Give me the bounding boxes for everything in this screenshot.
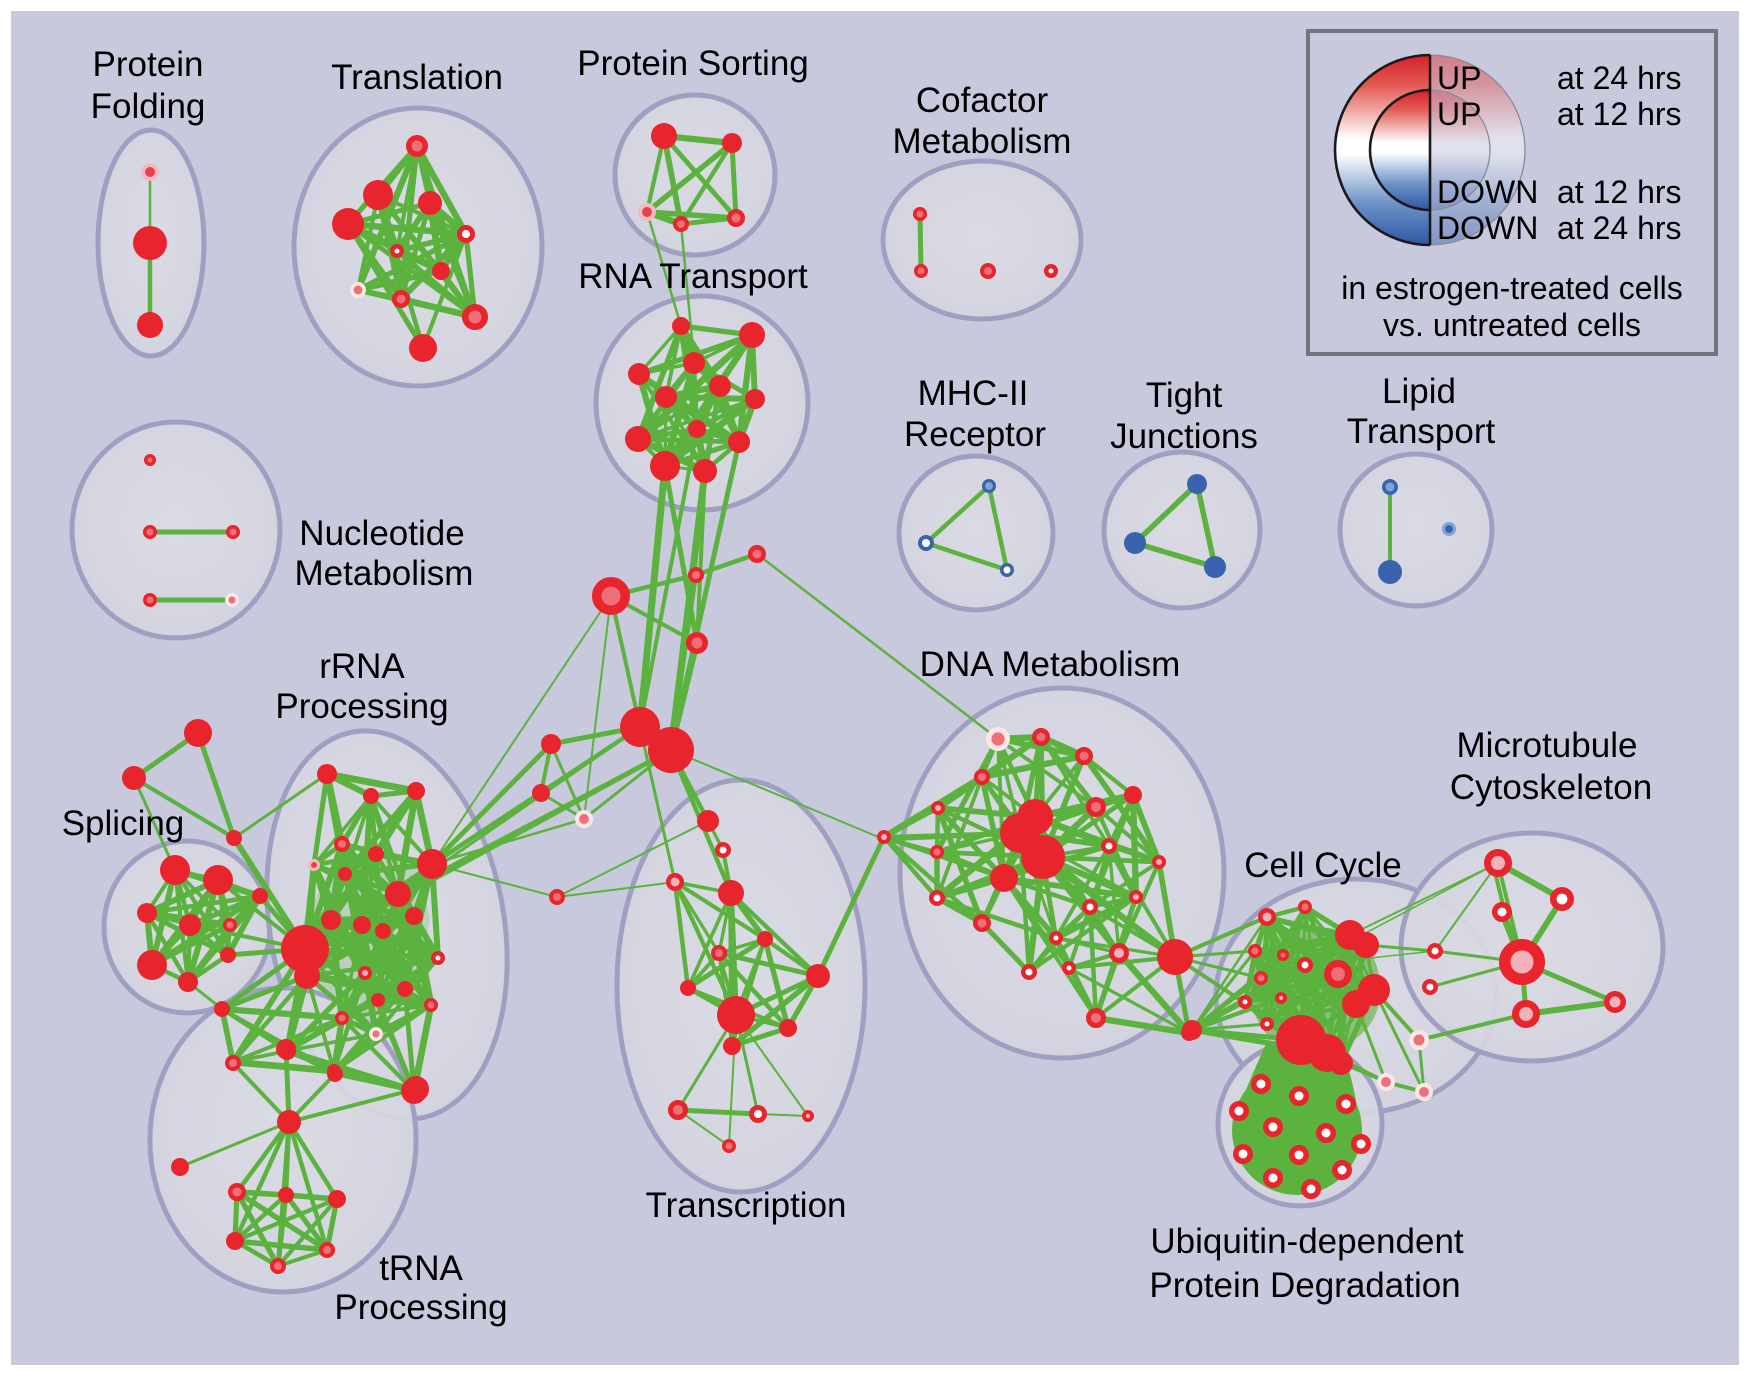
- svg-text:Tight: Tight: [1146, 376, 1223, 415]
- svg-text:Processing: Processing: [334, 1288, 507, 1327]
- svg-text:rRNA: rRNA: [319, 647, 405, 686]
- svg-text:UP: UP: [1437, 60, 1481, 96]
- svg-text:Splicing: Splicing: [62, 804, 185, 843]
- svg-text:Cytoskeleton: Cytoskeleton: [1450, 768, 1652, 807]
- svg-text:MHC-II: MHC-II: [918, 374, 1029, 413]
- svg-text:Ubiquitin-dependent: Ubiquitin-dependent: [1150, 1222, 1464, 1261]
- svg-text:Cofactor: Cofactor: [916, 81, 1049, 120]
- svg-text:Protein Degradation: Protein Degradation: [1149, 1266, 1460, 1305]
- svg-text:Transport: Transport: [1347, 412, 1496, 451]
- svg-text:Nucleotide: Nucleotide: [299, 514, 464, 553]
- svg-text:DNA Metabolism: DNA Metabolism: [920, 645, 1181, 684]
- svg-text:tRNA: tRNA: [379, 1249, 463, 1288]
- svg-text:RNA Transport: RNA Transport: [578, 257, 808, 296]
- svg-text:Metabolism: Metabolism: [295, 554, 474, 593]
- svg-text:at 24 hrs: at 24 hrs: [1557, 60, 1682, 96]
- svg-text:Protein: Protein: [93, 45, 204, 84]
- svg-text:Metabolism: Metabolism: [893, 122, 1072, 161]
- svg-text:in estrogen-treated cells: in estrogen-treated cells: [1341, 270, 1683, 306]
- svg-text:Cell Cycle: Cell Cycle: [1244, 846, 1402, 885]
- svg-text:Junctions: Junctions: [1110, 417, 1258, 456]
- svg-text:vs. untreated cells: vs. untreated cells: [1383, 307, 1641, 343]
- svg-text:Receptor: Receptor: [904, 415, 1046, 454]
- svg-text:Transcription: Transcription: [646, 1186, 847, 1225]
- svg-text:Processing: Processing: [275, 687, 448, 726]
- svg-text:at 24 hrs: at 24 hrs: [1557, 210, 1682, 246]
- svg-text:UP: UP: [1437, 96, 1481, 132]
- svg-text:Lipid: Lipid: [1382, 372, 1456, 411]
- svg-text:Protein Sorting: Protein Sorting: [577, 44, 809, 83]
- svg-text:DOWN: DOWN: [1437, 210, 1538, 246]
- svg-text:DOWN: DOWN: [1437, 174, 1538, 210]
- svg-text:at 12 hrs: at 12 hrs: [1557, 96, 1682, 132]
- svg-text:Microtubule: Microtubule: [1457, 726, 1638, 765]
- svg-text:Translation: Translation: [331, 58, 503, 97]
- svg-text:Folding: Folding: [91, 87, 206, 126]
- svg-text:at 12 hrs: at 12 hrs: [1557, 174, 1682, 210]
